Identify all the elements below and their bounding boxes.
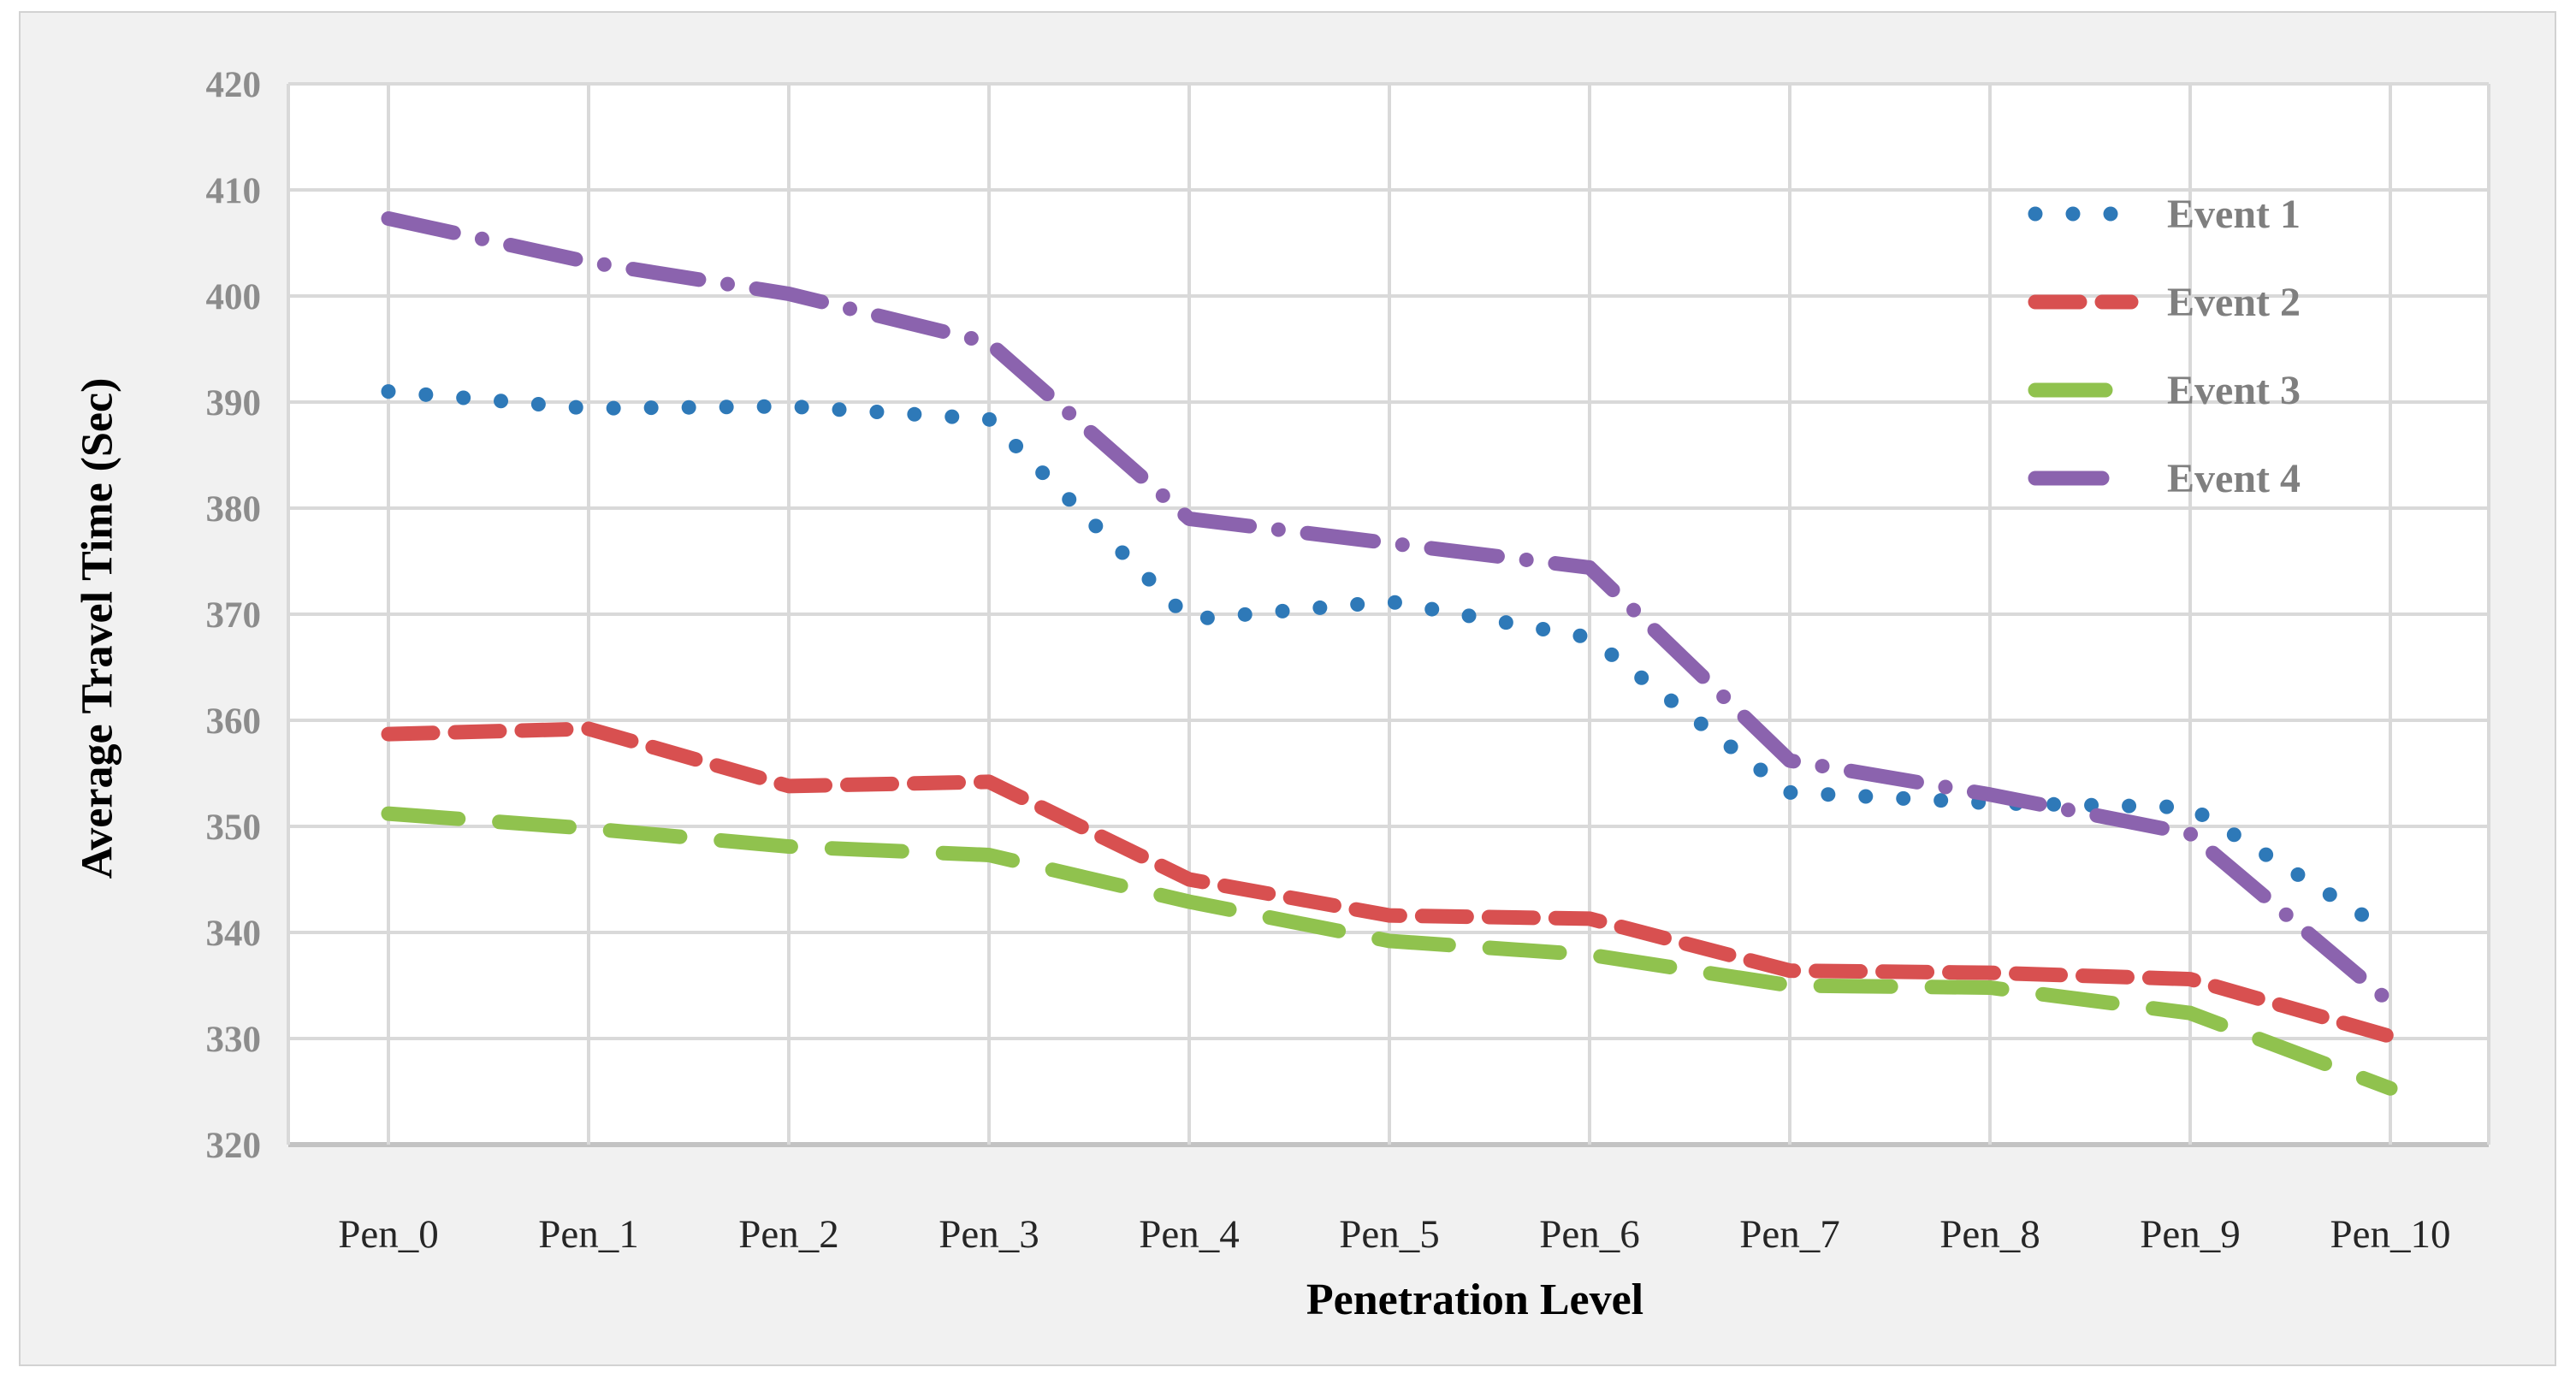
series-line-event-3 (381, 806, 2398, 1096)
y-tick-label: 340 (206, 914, 262, 954)
x-tick-label: Pen_1 (538, 1212, 639, 1257)
y-tick-label: 380 (206, 489, 262, 530)
x-tick-label: Pen_0 (338, 1212, 439, 1257)
legend-line-sample-icon (2028, 382, 2139, 398)
y-tick-label: 370 (206, 595, 262, 636)
legend-item-event-4: Event 4 (2027, 453, 2301, 504)
x-axis-title: Penetration Level (1306, 1275, 1644, 1324)
y-tick-label: 360 (206, 701, 262, 742)
y-tick-label: 390 (206, 383, 262, 423)
y-tick-label: 420 (206, 65, 262, 105)
series-line-event-2 (381, 721, 2398, 1045)
y-tick-label: 330 (206, 1020, 262, 1060)
legend-label: Event 2 (2167, 279, 2301, 325)
y-tick-label: 400 (206, 277, 262, 317)
x-tick-label: Pen_8 (1939, 1212, 2040, 1257)
x-tick-label: Pen_10 (2330, 1212, 2451, 1257)
legend-item-event-2: Event 2 (2027, 276, 2301, 328)
x-tick-label: Pen_6 (1539, 1212, 1640, 1257)
y-axis-title: Average Travel Time (Sec) (73, 377, 122, 879)
legend-label: Event 3 (2167, 367, 2301, 413)
legend-line-sample-icon (2028, 206, 2139, 222)
series-line-event-4 (381, 210, 2398, 1010)
chart-figure: 320 330 340 350 360 370 380 390 400 410 420 Pen_0 Pe… (19, 11, 2556, 1366)
y-tick-label: 350 (206, 808, 262, 848)
x-tick-label: Pen_9 (2140, 1212, 2241, 1257)
x-tick-label: Pen_2 (738, 1212, 839, 1257)
legend-line-sample-icon (2028, 294, 2139, 310)
legend-line-sample-icon (2028, 471, 2139, 486)
x-tick-label: Pen_7 (1739, 1212, 1840, 1257)
x-tick-label: Pen_5 (1339, 1212, 1440, 1257)
legend-label: Event 1 (2167, 191, 2301, 237)
x-tick-label: Pen_3 (939, 1212, 1039, 1257)
legend-item-event-3: Event 3 (2027, 364, 2301, 416)
y-tick-label: 320 (206, 1126, 262, 1166)
legend-label: Event 4 (2167, 455, 2301, 501)
x-tick-label: Pen_4 (1139, 1212, 1240, 1257)
series-line-event-1 (381, 384, 2398, 940)
y-tick-label: 410 (206, 171, 262, 211)
legend-item-event-1: Event 1 (2027, 188, 2301, 240)
